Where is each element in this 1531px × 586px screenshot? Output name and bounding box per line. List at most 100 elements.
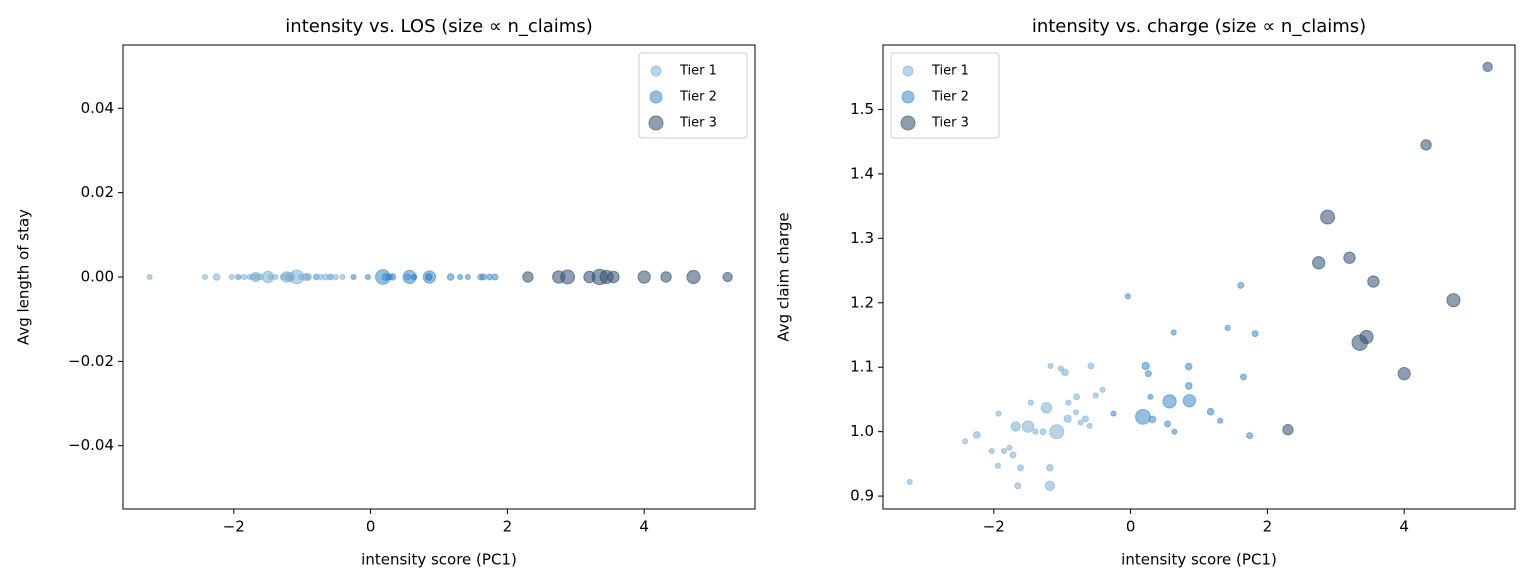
point [1367, 275, 1380, 288]
point [1010, 421, 1021, 432]
point [1171, 428, 1178, 435]
point [1087, 362, 1095, 370]
point [422, 270, 437, 284]
point [235, 273, 242, 281]
point [241, 273, 248, 281]
legend-label: Tier 3 [931, 116, 969, 131]
point [1147, 393, 1154, 400]
y-axis-label: Avg length of stay [15, 209, 33, 345]
point [1047, 362, 1054, 369]
point [1184, 382, 1193, 390]
x-tick-label: −2 [223, 518, 245, 536]
y-tick-label: 0.9 [850, 487, 874, 505]
x-tick-label: 0 [366, 518, 376, 536]
point [1237, 281, 1245, 289]
point [1077, 419, 1084, 426]
y-tick-label: −0.02 [68, 352, 114, 370]
y-tick-label: −0.04 [68, 436, 114, 454]
point [1148, 415, 1157, 424]
legend-label: Tier 2 [679, 90, 717, 105]
point [1420, 139, 1432, 151]
point [457, 273, 464, 281]
point [1065, 399, 1072, 406]
point [1032, 428, 1039, 435]
point [1009, 451, 1017, 459]
chart-title: intensity vs. charge (size ∝ n_claims) [1032, 16, 1366, 37]
x-tick-label: 2 [503, 518, 513, 536]
point [1170, 329, 1177, 336]
legend-marker [902, 65, 914, 77]
point [637, 270, 651, 284]
point [1282, 424, 1294, 436]
point [364, 273, 371, 281]
point [686, 269, 701, 285]
x-axis-label: intensity score (PC1) [361, 551, 517, 569]
point [906, 478, 913, 485]
y-tick-label: 1.2 [850, 293, 874, 311]
point [972, 431, 981, 439]
axes-frame [882, 44, 1516, 510]
x-tick-label: 4 [1399, 518, 1409, 536]
point [1092, 392, 1099, 399]
x-tick-label: 4 [639, 518, 649, 536]
point [1124, 293, 1131, 300]
y-tick-label: 1.3 [850, 229, 874, 247]
point [1001, 447, 1008, 455]
point [480, 273, 487, 281]
legend-marker [648, 115, 664, 131]
point [388, 273, 397, 281]
point [962, 438, 969, 445]
point [1141, 361, 1150, 371]
point [1039, 428, 1047, 436]
point [491, 273, 499, 281]
point [994, 462, 1001, 469]
point [332, 273, 339, 281]
legend-box [638, 52, 748, 139]
point [1082, 415, 1089, 423]
point [1246, 432, 1254, 439]
point [1446, 293, 1461, 308]
legend-box [890, 52, 1000, 139]
legend-label: Tier 2 [931, 90, 969, 105]
legend-label: Tier 1 [679, 64, 717, 79]
point [1040, 402, 1053, 414]
point [212, 273, 221, 281]
legend-marker [649, 90, 663, 104]
axes-frame [122, 44, 756, 510]
point [146, 273, 153, 281]
point [1206, 407, 1215, 416]
point [1049, 424, 1065, 440]
x-axis-label: intensity score (PC1) [1121, 551, 1277, 569]
point [1099, 386, 1106, 393]
point [1046, 463, 1054, 472]
point [522, 271, 534, 283]
point [1343, 251, 1356, 264]
legend-label: Tier 3 [679, 116, 717, 131]
point [1014, 482, 1022, 490]
x-tick-label: −2 [983, 518, 1005, 536]
x-tick-label: 0 [1126, 518, 1136, 536]
y-tick-label: 1.5 [850, 100, 874, 118]
point [228, 273, 235, 281]
y-tick-label: 1.0 [850, 422, 874, 440]
point [1063, 414, 1072, 423]
point [1397, 367, 1411, 381]
y-tick-label: 0.04 [81, 99, 114, 117]
point [1110, 410, 1117, 417]
point [1017, 464, 1024, 472]
point [1224, 324, 1231, 331]
point [1164, 420, 1171, 428]
point [1359, 329, 1374, 345]
point [272, 273, 279, 281]
point [446, 273, 455, 281]
chart-title: intensity vs. LOS (size ∝ n_claims) [285, 16, 592, 37]
point [1184, 362, 1193, 371]
point [560, 269, 576, 285]
point [995, 410, 1002, 417]
point [1021, 420, 1035, 433]
point [202, 273, 209, 281]
x-tick-label: 2 [1263, 518, 1273, 536]
point [339, 273, 346, 281]
point [1006, 444, 1013, 451]
